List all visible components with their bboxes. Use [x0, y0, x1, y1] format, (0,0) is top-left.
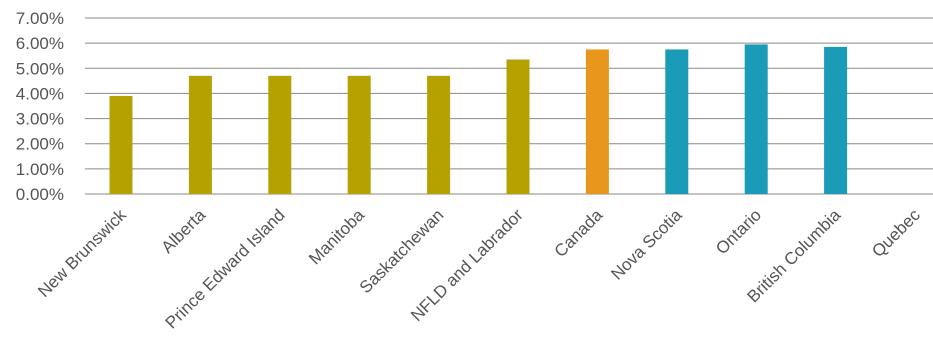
bar — [268, 75, 292, 194]
bar — [665, 49, 689, 194]
bar — [109, 95, 133, 194]
x-category-label: Alberta — [158, 205, 210, 257]
bar — [427, 75, 451, 194]
x-category-label: Manitoba — [305, 205, 368, 268]
y-tick-label: 3.00% — [16, 110, 64, 129]
bar — [744, 44, 768, 195]
y-tick-label: 5.00% — [16, 59, 64, 78]
bar — [506, 59, 530, 194]
y-tick-label: 1.00% — [16, 160, 64, 179]
bar — [347, 75, 371, 194]
y-axis-ticks: 0.00% 1.00% 2.00% 3.00% 4.00% 5.00% 6.00% 7.00% — [16, 9, 64, 204]
x-category-label: New Brunswick — [34, 205, 130, 301]
bar — [188, 75, 212, 194]
bar — [824, 46, 848, 194]
y-tick-label: 7.00% — [16, 9, 64, 28]
bar — [585, 49, 609, 194]
y-tick-label: 6.00% — [16, 34, 64, 53]
x-category-label: Nova Scotia — [607, 205, 686, 284]
y-tick-label: 4.00% — [16, 84, 64, 103]
x-category-label: Canada — [551, 205, 607, 261]
x-category-label: Saskatchewan — [356, 205, 448, 297]
y-tick-label: 2.00% — [16, 135, 64, 154]
y-tick-label: 0.00% — [16, 185, 64, 204]
bars — [109, 44, 848, 195]
x-category-label: Quebec — [868, 205, 924, 261]
x-category-label: Ontario — [712, 205, 765, 258]
